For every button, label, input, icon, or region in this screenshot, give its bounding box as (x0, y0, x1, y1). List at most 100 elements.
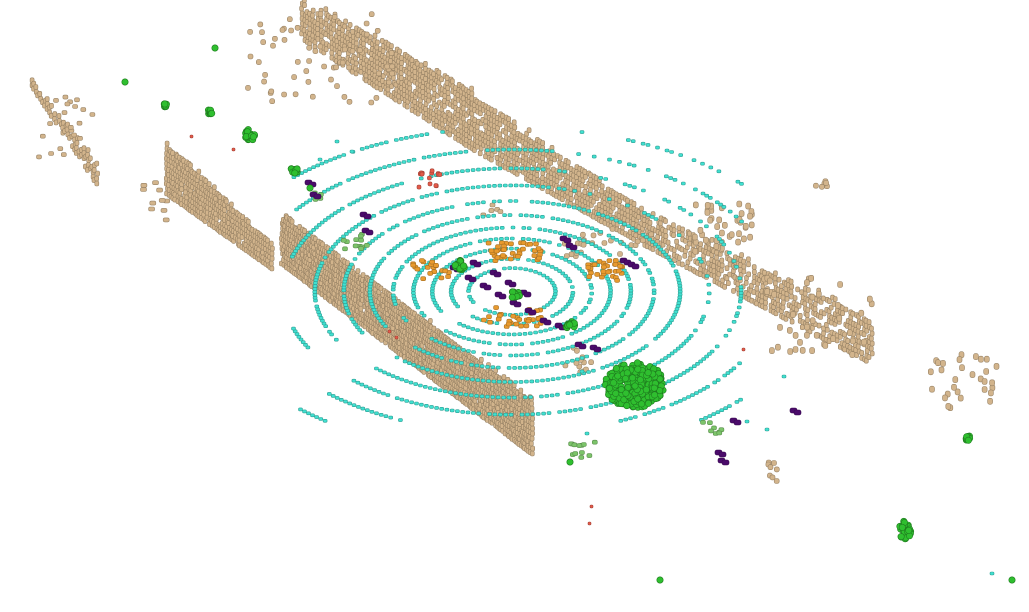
building-voxel (354, 40, 359, 47)
road-voxel (706, 282, 712, 287)
road-voxel (606, 233, 612, 238)
building-voxel (374, 44, 380, 51)
road-voxel (480, 329, 485, 334)
road-voxel (424, 403, 429, 408)
road-voxel (411, 363, 417, 367)
road-voxel (444, 221, 450, 226)
road-voxel (552, 286, 558, 291)
road-voxel (721, 242, 727, 247)
road-voxel (607, 297, 612, 302)
road-voxel (466, 286, 472, 290)
road-voxel (359, 173, 364, 177)
road-voxel (376, 389, 382, 394)
building-voxel (849, 337, 856, 345)
road-voxel (764, 427, 770, 432)
road-voxel (520, 237, 526, 241)
road-voxel (385, 186, 391, 190)
building-voxel (746, 256, 751, 263)
road-voxel (434, 191, 440, 196)
building-voxel (869, 340, 875, 347)
building-voxel (446, 95, 451, 101)
road-voxel (478, 228, 484, 232)
road-voxel (372, 270, 377, 275)
road-voxel (313, 298, 318, 303)
sidewalk-voxel (507, 256, 514, 262)
road-voxel (585, 323, 590, 328)
terrain-voxel (358, 237, 364, 243)
road-voxel (578, 311, 584, 315)
building-voxel (938, 366, 945, 374)
building-voxel (804, 279, 810, 287)
road-voxel (530, 184, 535, 188)
road-voxel (588, 297, 593, 302)
building-voxel (769, 474, 776, 481)
road-voxel (421, 155, 427, 160)
building-voxel (342, 23, 348, 30)
building-voxel (762, 269, 767, 276)
road-voxel (490, 395, 496, 399)
road-voxel (595, 333, 601, 338)
road-voxel (587, 337, 593, 342)
road-voxel (474, 363, 480, 368)
road-voxel (546, 185, 551, 190)
road-voxel (446, 343, 452, 348)
road-voxel (518, 266, 523, 271)
road-voxel (734, 264, 739, 269)
road-voxel (574, 357, 580, 362)
road-voxel (399, 181, 405, 186)
road-voxel (452, 151, 458, 155)
road-voxel (625, 355, 631, 359)
road-voxel (567, 279, 573, 284)
road-voxel (723, 333, 729, 338)
road-voxel (544, 394, 550, 398)
road-voxel (575, 222, 581, 226)
road-voxel (603, 177, 609, 181)
building-voxel (951, 383, 957, 391)
road-voxel (411, 288, 416, 292)
road-voxel (737, 299, 743, 304)
building-voxel (94, 160, 100, 167)
road-voxel (412, 279, 418, 284)
building-voxel (460, 95, 466, 102)
building-voxel (56, 113, 62, 119)
building-voxel (780, 304, 786, 311)
building-voxel (245, 85, 251, 91)
road-voxel (575, 389, 581, 394)
road-voxel (736, 305, 742, 310)
building-voxel (682, 253, 688, 259)
road-voxel (633, 350, 639, 355)
road-voxel (544, 363, 550, 368)
road-voxel (448, 234, 454, 239)
road-voxel (363, 171, 369, 175)
road-voxel (394, 355, 400, 360)
road-voxel (535, 184, 541, 189)
road-voxel (567, 259, 572, 264)
building-voxel (492, 108, 498, 114)
building-voxel (843, 306, 849, 313)
building-voxel (292, 91, 299, 98)
road-voxel (485, 394, 490, 399)
road-voxel (418, 383, 423, 388)
road-voxel (525, 412, 530, 417)
building-voxel (80, 107, 87, 112)
road-voxel (421, 349, 427, 354)
building-voxel (57, 146, 64, 151)
road-voxel (486, 184, 492, 188)
road-voxel (571, 373, 577, 378)
road-voxel (585, 224, 590, 229)
road-voxel (585, 387, 591, 392)
road-voxel (332, 156, 338, 161)
road-voxel (465, 168, 471, 173)
road-voxel (738, 397, 743, 402)
road-voxel (627, 282, 633, 287)
building-voxel (741, 235, 747, 243)
road-voxel (492, 166, 497, 171)
terrain-voxel (340, 238, 347, 243)
road-voxel (385, 393, 391, 397)
road-voxel (319, 161, 325, 166)
road-voxel (481, 200, 486, 205)
road-voxel (506, 147, 512, 152)
road-voxel (462, 243, 468, 247)
road-voxel (346, 178, 351, 182)
road-voxel (368, 296, 373, 301)
